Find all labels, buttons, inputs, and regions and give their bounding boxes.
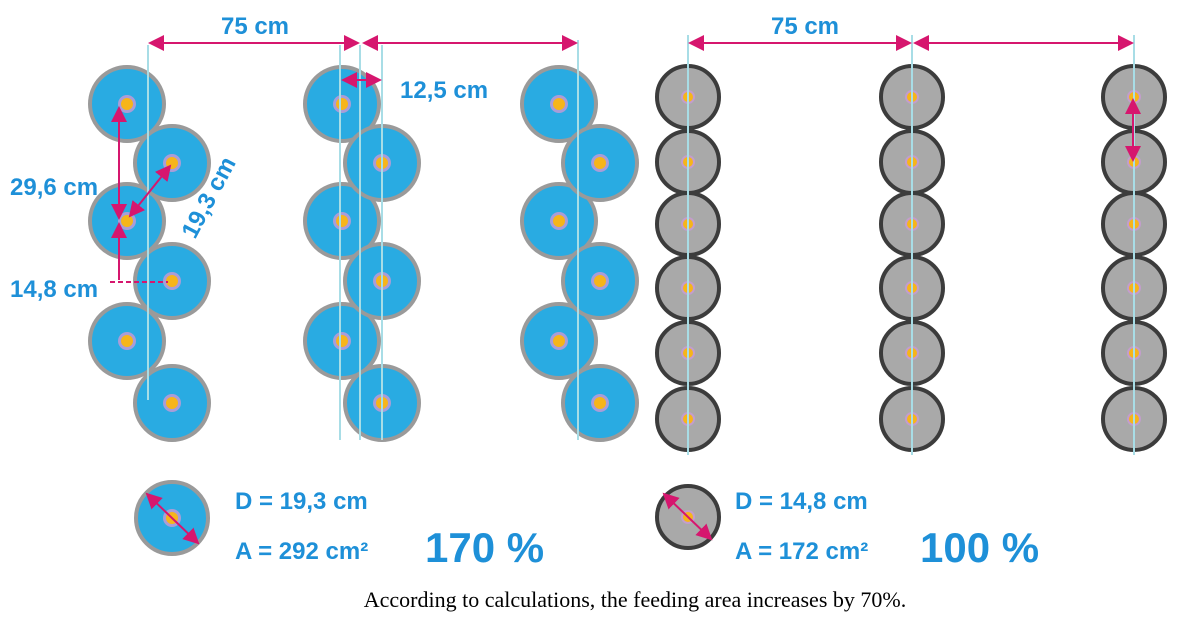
- plant-center: [553, 215, 565, 227]
- arrows: [110, 35, 1141, 545]
- caption: According to calculations, the feeding a…: [364, 587, 906, 612]
- label: D = 14,8 cm: [735, 488, 868, 515]
- label: 75 cm: [771, 13, 839, 40]
- percent: 170 %: [425, 524, 544, 571]
- plant-center: [166, 275, 178, 287]
- plant-center: [553, 335, 565, 347]
- plant-center: [336, 215, 348, 227]
- plant-center: [553, 98, 565, 110]
- plant-center: [121, 335, 133, 347]
- plant-center: [594, 157, 606, 169]
- plant-center: [336, 335, 348, 347]
- plant-center: [121, 215, 133, 227]
- label: 75 cm: [221, 13, 289, 40]
- label: D = 19,3 cm: [235, 488, 368, 515]
- label: 14,8 cm: [10, 276, 98, 303]
- plant-center: [594, 397, 606, 409]
- plant-center: [166, 397, 178, 409]
- plants: [88, 35, 1167, 556]
- plant-center: [594, 275, 606, 287]
- label: 29,6 cm: [10, 174, 98, 201]
- percent: 100 %: [920, 524, 1039, 571]
- label: 12,5 cm: [400, 77, 488, 104]
- arrow: [128, 164, 172, 218]
- arrow: [662, 492, 713, 541]
- plant-center: [121, 98, 133, 110]
- label: A = 292 cm²: [235, 538, 368, 565]
- label: A = 172 cm²: [735, 538, 868, 565]
- arrow: [145, 492, 200, 545]
- plant-center: [336, 98, 348, 110]
